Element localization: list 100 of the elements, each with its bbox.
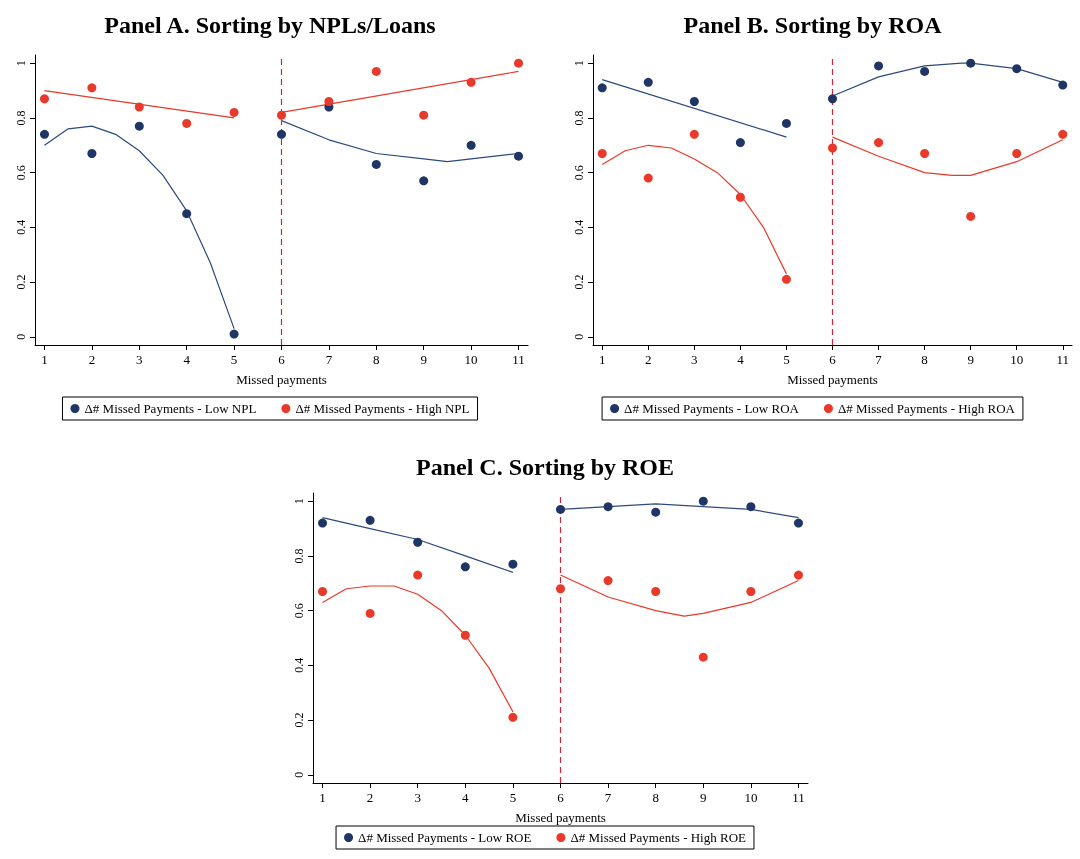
point bbox=[413, 537, 423, 547]
x-tick-label: 1 bbox=[319, 790, 326, 805]
point bbox=[466, 77, 476, 87]
x-tick-label: 5 bbox=[783, 352, 790, 367]
x-tick-label: 9 bbox=[420, 352, 427, 367]
chart-title: Panel B. Sorting by ROA bbox=[683, 12, 943, 38]
y-tick-label: 0.4 bbox=[572, 219, 586, 235]
x-axis-title: Missed payments bbox=[236, 372, 327, 387]
point bbox=[371, 159, 381, 169]
x-tick-label: 10 bbox=[1010, 352, 1024, 367]
point bbox=[698, 652, 708, 662]
point bbox=[365, 608, 375, 618]
x-tick-label: 7 bbox=[875, 352, 883, 367]
point bbox=[689, 129, 699, 139]
point bbox=[1058, 129, 1068, 139]
point bbox=[781, 274, 791, 284]
point bbox=[746, 502, 756, 512]
point bbox=[514, 151, 524, 161]
point bbox=[87, 83, 97, 93]
y-tick-label: 0.2 bbox=[14, 274, 28, 290]
y-tick-label: 0.4 bbox=[292, 657, 306, 673]
legend-label: Δ# Missed Payments - High ROE bbox=[570, 830, 747, 845]
x-tick-label: 7 bbox=[325, 352, 333, 367]
point bbox=[1058, 80, 1068, 90]
y-tick-label: 0.6 bbox=[14, 165, 28, 181]
x-tick-label: 5 bbox=[509, 790, 517, 805]
point bbox=[603, 502, 613, 512]
point bbox=[746, 586, 756, 596]
point bbox=[781, 118, 791, 128]
point bbox=[39, 129, 49, 139]
legend-label: Δ# Missed Payments - High ROA bbox=[837, 401, 1016, 416]
point bbox=[413, 570, 423, 580]
y-tick-label: 0 bbox=[14, 333, 28, 340]
point bbox=[87, 148, 97, 158]
point bbox=[966, 58, 976, 68]
point bbox=[277, 129, 286, 139]
point bbox=[643, 77, 653, 87]
legend-label: Δ# Missed Payments - Low ROE bbox=[358, 830, 532, 845]
y-tick-label: 1 bbox=[572, 60, 586, 67]
point bbox=[277, 110, 286, 120]
point bbox=[134, 102, 144, 112]
y-tick-label: 0.8 bbox=[572, 110, 586, 126]
y-tick-label: 0 bbox=[572, 333, 586, 340]
point bbox=[793, 570, 803, 580]
point bbox=[597, 148, 607, 158]
x-tick-label: 1 bbox=[41, 352, 48, 367]
y-tick-label: 0 bbox=[292, 771, 306, 778]
point bbox=[134, 121, 144, 131]
x-tick-label: 8 bbox=[652, 790, 659, 805]
y-tick-label: 0.6 bbox=[572, 165, 586, 181]
x-tick-label: 2 bbox=[366, 790, 374, 805]
point bbox=[371, 66, 381, 76]
chart-title: Panel A. Sorting by NPLs/Loans bbox=[104, 12, 436, 38]
y-tick-label: 1 bbox=[292, 498, 306, 505]
point bbox=[508, 559, 518, 569]
x-tick-label: 8 bbox=[921, 352, 928, 367]
x-tick-label: 11 bbox=[1056, 352, 1070, 367]
legend-label: Δ# Missed Payments - Low ROA bbox=[624, 401, 800, 416]
point bbox=[324, 97, 334, 107]
point bbox=[793, 518, 803, 528]
point bbox=[182, 118, 192, 128]
y-tick-label: 0.8 bbox=[292, 548, 306, 564]
point bbox=[182, 209, 192, 219]
point bbox=[874, 138, 884, 148]
legend-label: Δ# Missed Payments - Low NPL bbox=[84, 401, 257, 416]
point bbox=[735, 138, 745, 148]
y-tick-label: 0.2 bbox=[572, 274, 586, 290]
point bbox=[735, 192, 745, 202]
point bbox=[508, 712, 518, 722]
point bbox=[651, 507, 661, 517]
x-axis-title: Missed payments bbox=[515, 810, 606, 825]
point bbox=[318, 586, 328, 596]
x-tick-label: 6 bbox=[557, 790, 565, 805]
point bbox=[419, 176, 429, 186]
point bbox=[966, 211, 976, 221]
x-tick-label: 8 bbox=[373, 352, 380, 367]
point bbox=[874, 61, 884, 71]
x-tick-label: 11 bbox=[792, 790, 805, 805]
point bbox=[828, 94, 837, 104]
x-tick-label: 2 bbox=[645, 352, 652, 367]
point bbox=[419, 110, 429, 120]
point bbox=[229, 329, 239, 339]
point bbox=[698, 496, 708, 506]
chart-title: Panel C. Sorting by ROE bbox=[415, 454, 675, 480]
x-tick-label: 2 bbox=[88, 352, 96, 367]
x-tick-label: 1 bbox=[598, 352, 606, 367]
y-tick-label: 1 bbox=[14, 60, 28, 67]
x-tick-label: 6 bbox=[829, 352, 837, 367]
point bbox=[651, 586, 661, 596]
point bbox=[603, 576, 613, 586]
point bbox=[556, 584, 565, 594]
point bbox=[556, 504, 565, 514]
point bbox=[689, 97, 699, 107]
point bbox=[828, 143, 837, 153]
point bbox=[643, 173, 653, 183]
x-tick-label: 11 bbox=[512, 352, 525, 367]
point bbox=[1012, 64, 1022, 74]
point bbox=[1012, 148, 1022, 158]
point bbox=[920, 148, 930, 158]
point bbox=[460, 562, 470, 572]
